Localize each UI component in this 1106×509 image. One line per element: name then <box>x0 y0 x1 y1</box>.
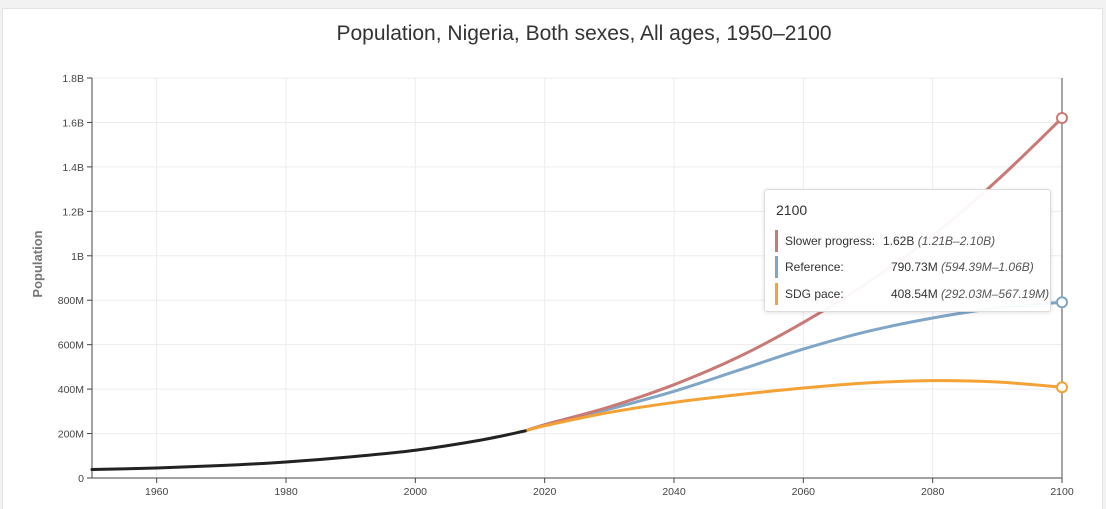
hover-marker-sdg-pace <box>1056 381 1068 394</box>
y-tick-label: 600M <box>58 340 84 352</box>
x-tick-label: 2020 <box>533 486 557 498</box>
tooltip-value: 790.73M <box>891 260 938 274</box>
y-tick-label: 1.2B <box>62 206 84 218</box>
y-axis-label: Population <box>30 230 45 297</box>
tooltip-swatch <box>775 283 778 305</box>
x-tick-label: 2060 <box>792 486 816 498</box>
tooltip-value: 408.54M <box>891 287 938 301</box>
tooltip-row-sdg-pace: SDG pace: 408.54M (292.03M–567.19M) <box>775 283 1049 305</box>
tooltip-row-reference: Reference: 790.73M (594.39M–1.06B) <box>775 256 1045 278</box>
y-tick-label: 0 <box>78 473 84 485</box>
hover-markers <box>1056 78 1068 478</box>
grid <box>92 77 1062 478</box>
y-tick-label: 1.4B <box>62 162 84 174</box>
x-tick-label: 2040 <box>662 486 686 498</box>
x-tick-label: 2080 <box>921 486 945 498</box>
axes: 0 200M 400M 600M 800M 1B 1.2B 1.4B 1.6B 1.8B 1960 1… <box>58 73 1074 498</box>
y-tick-label: 1.6B <box>62 117 84 129</box>
tooltip-swatch <box>775 230 778 252</box>
series-line-sdg-pace[interactable] <box>523 379 1064 433</box>
hover-marker-slower-progress <box>1056 112 1068 124</box>
tooltip-swatch <box>775 256 778 278</box>
y-tick-label: 400M <box>58 384 84 396</box>
x-tick-label: 2000 <box>404 486 428 498</box>
y-tick-label: 1B <box>71 251 84 263</box>
y-tick-label: 1.8B <box>62 73 84 85</box>
y-tick-label: 200M <box>58 429 84 441</box>
tooltip-value: 1.62B <box>883 234 915 248</box>
tooltip-series-value: 1.62B (1.21B–2.10B) <box>883 234 995 248</box>
series-line-historical[interactable] <box>90 429 527 472</box>
tooltip-series-name: Slower progress: <box>785 234 876 248</box>
tooltip-series-value: 790.73M (594.39M–1.06B) <box>891 260 1034 274</box>
y-tick-label: 800M <box>58 295 84 307</box>
tooltip-range: (1.21B–2.10B) <box>917 234 996 248</box>
hover-tooltip: 2100 Slower progress: 1.62B (1.21B–2.10B… <box>764 189 1051 312</box>
tooltip-series-value: 408.54M (292.03M–567.19M) <box>891 287 1049 301</box>
x-tick-label: 1960 <box>145 486 169 498</box>
tooltip-series-name: SDG pace: <box>785 287 844 301</box>
tooltip-range: (292.03M–567.19M) <box>941 287 1050 301</box>
tooltip-row-slower-progress: Slower progress: 1.62B (1.21B–2.10B) <box>775 230 1045 252</box>
x-tick-label: 2100 <box>1050 486 1074 498</box>
tooltip-year: 2100 <box>776 202 808 218</box>
chart-title: Population, Nigeria, Both sexes, All age… <box>336 22 832 45</box>
tooltip-series-name: Reference: <box>785 260 844 274</box>
tooltip-range: (594.39M–1.06B) <box>941 260 1034 274</box>
hover-marker-reference <box>1056 296 1068 309</box>
x-tick-label: 1980 <box>274 486 298 498</box>
